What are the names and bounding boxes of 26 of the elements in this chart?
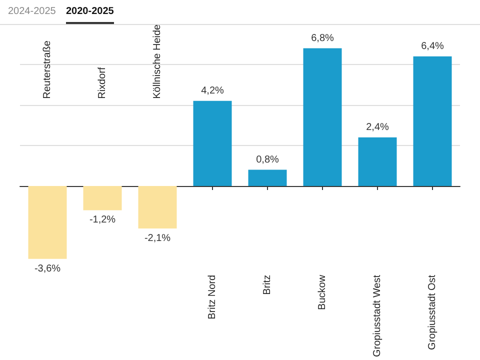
x-tick-label: Buckow (317, 274, 328, 310)
x-tick-label: Britz (262, 274, 273, 295)
data-label: -2,1% (144, 232, 171, 244)
data-label: 4,2% (201, 85, 224, 96)
x-tick-label: Rixdorf (97, 66, 108, 99)
bar (193, 100, 232, 186)
data-label: 0,8% (256, 154, 280, 166)
x-tick-label: Gropiusstadt Ost (427, 274, 438, 350)
x-tick-label: Gropiusstadt West (372, 274, 383, 358)
data-label: 6,4% (421, 40, 444, 52)
x-tick-label: Köllnische Heide (152, 24, 163, 99)
x-tick-label: Britz Nord (207, 274, 218, 320)
bar (413, 56, 452, 186)
bar (358, 137, 397, 186)
text: 2020-2025 (66, 6, 114, 24)
bar (138, 186, 177, 228)
bar (28, 186, 67, 259)
bar (83, 186, 122, 210)
data-label: -1,2% (89, 214, 116, 226)
bar (303, 48, 342, 186)
data-label: -3,6% (34, 263, 61, 274)
data-label: 6,8% (311, 32, 334, 44)
bar (248, 170, 287, 186)
data-label: 2,4% (366, 122, 390, 133)
x-tick-label: Reuterstraße (42, 40, 53, 99)
text: 2024-2025 (8, 6, 56, 17)
